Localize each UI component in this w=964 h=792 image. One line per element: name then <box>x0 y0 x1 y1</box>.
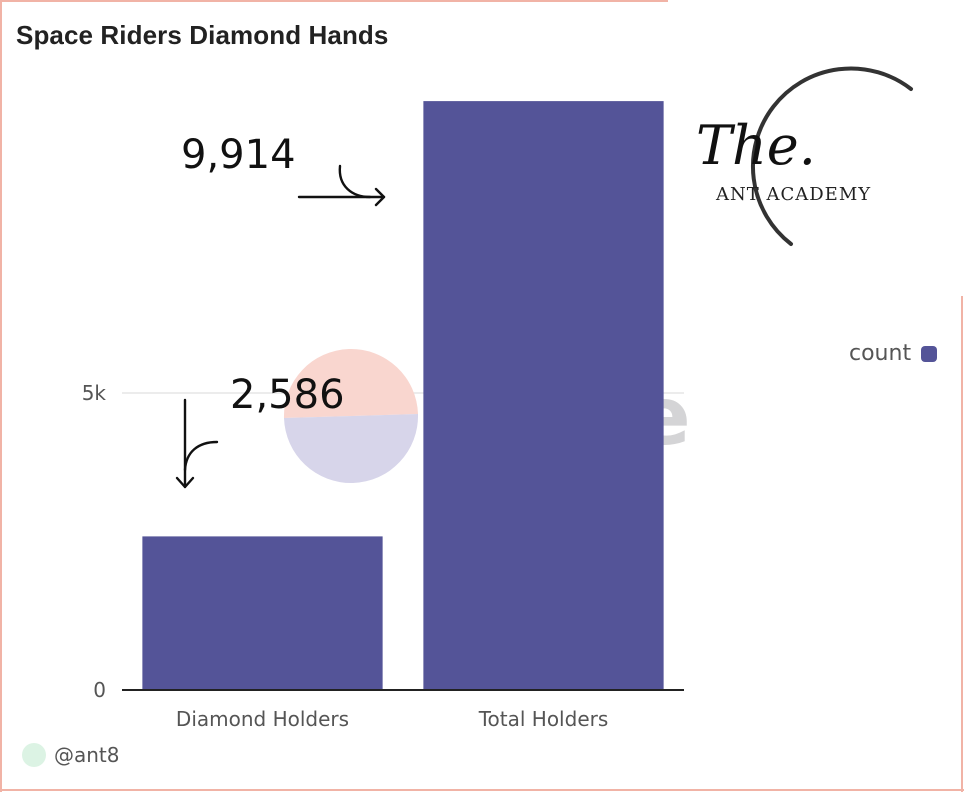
logo-ring <box>750 66 913 246</box>
frame-bottom-border <box>0 789 964 791</box>
footer-user[interactable]: @ant8 <box>22 743 120 767</box>
x-tick-label: Diamond Holders <box>176 707 349 731</box>
annotation-arrow-curl-down <box>183 440 219 472</box>
legend-label: count <box>849 341 912 366</box>
annotation-arrowhead-right <box>374 187 386 207</box>
legend[interactable]: count <box>849 341 938 366</box>
chart-title: Space Riders Diamond Hands <box>16 20 389 50</box>
ant-academy-logo: The. ANT ACADEMY <box>696 66 913 246</box>
frame-top-border <box>0 0 668 2</box>
annotation-total-holders: 9,914 <box>181 132 296 178</box>
y-tick-label: 5k <box>82 381 107 405</box>
dune-logo-top <box>283 349 418 418</box>
username: @ant8 <box>54 743 120 767</box>
legend-swatch <box>921 345 938 362</box>
annotation-diamond-holders: 2,586 <box>230 372 345 418</box>
annotation-arrowhead-down <box>175 476 195 489</box>
x-tick-label: Total Holders <box>478 707 609 731</box>
bar[interactable] <box>423 101 664 690</box>
logo-script-text: The. <box>696 114 816 177</box>
y-tick-label: 0 <box>93 678 106 702</box>
frame-right-border <box>961 296 963 792</box>
dune-logo-bottom <box>284 414 419 483</box>
logo-academy-text: ANT ACADEMY <box>715 184 871 205</box>
frame-left-border <box>0 0 2 792</box>
annotation-arrow-curl-right <box>338 164 372 199</box>
avatar <box>22 743 46 767</box>
bar[interactable] <box>142 536 383 690</box>
